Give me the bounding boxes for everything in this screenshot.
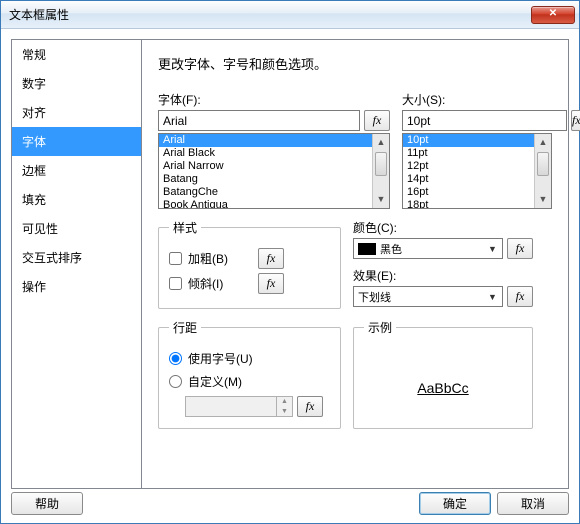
footer: 帮助 确定 取消 bbox=[11, 492, 569, 515]
spin-down-icon[interactable]: ▼ bbox=[277, 407, 292, 417]
style-legend: 样式 bbox=[169, 219, 201, 236]
size-listbox[interactable]: 10pt11pt12pt14pt16pt18pt ▲ ▼ bbox=[402, 133, 552, 209]
font-column: 字体(F): fx ArialArial BlackArial NarrowBa… bbox=[158, 91, 390, 209]
list-item[interactable]: Book Antiqua bbox=[159, 199, 389, 209]
cancel-button[interactable]: 取消 bbox=[497, 492, 569, 515]
scroll-down-icon[interactable]: ▼ bbox=[373, 191, 389, 208]
list-item[interactable]: BatangChe bbox=[159, 186, 389, 199]
color-swatch bbox=[358, 243, 376, 255]
list-item[interactable]: 12pt bbox=[403, 160, 551, 173]
scroll-up-icon[interactable]: ▲ bbox=[535, 134, 551, 151]
use-size-label: 使用字号(U) bbox=[188, 350, 253, 367]
italic-fx-button[interactable]: fx bbox=[258, 273, 284, 294]
dropdown-icon: ▼ bbox=[485, 292, 500, 302]
list-item[interactable]: 16pt bbox=[403, 186, 551, 199]
size-scrollbar[interactable]: ▲ ▼ bbox=[534, 134, 551, 208]
color-section: 颜色(C): 黑色 ▼ fx bbox=[353, 219, 533, 259]
content-pane: 更改字体、字号和颜色选项。 字体(F): fx ArialArial Black… bbox=[142, 40, 568, 488]
custom-spinner[interactable]: ▲ ▼ bbox=[185, 396, 293, 417]
sidebar-item[interactable]: 边框 bbox=[12, 156, 141, 185]
bold-checkbox[interactable] bbox=[169, 252, 182, 265]
effect-combobox[interactable]: 下划线 ▼ bbox=[353, 286, 503, 307]
list-item[interactable]: 14pt bbox=[403, 173, 551, 186]
sample-legend: 示例 bbox=[364, 319, 396, 336]
spacing-fx-button[interactable]: fx bbox=[297, 396, 323, 417]
size-label: 大小(S): bbox=[402, 91, 552, 108]
italic-checkbox[interactable] bbox=[169, 277, 182, 290]
list-item[interactable]: 18pt bbox=[403, 199, 551, 209]
font-size-row: 字体(F): fx ArialArial BlackArial NarrowBa… bbox=[158, 91, 552, 209]
use-size-radio[interactable] bbox=[169, 352, 182, 365]
scroll-down-icon[interactable]: ▼ bbox=[535, 191, 551, 208]
close-button[interactable]: ✕ bbox=[531, 6, 575, 24]
sidebar-item[interactable]: 操作 bbox=[12, 272, 141, 301]
bold-fx-button[interactable]: fx bbox=[258, 248, 284, 269]
size-column: 大小(S): fx 10pt11pt12pt14pt16pt18pt ▲ ▼ bbox=[402, 91, 552, 209]
titlebar[interactable]: 文本框属性 ✕ bbox=[1, 1, 579, 29]
sidebar-item[interactable]: 数字 bbox=[12, 69, 141, 98]
sidebar-item[interactable]: 字体 bbox=[12, 127, 141, 156]
sidebar-item[interactable]: 常规 bbox=[12, 40, 141, 69]
scroll-thumb[interactable] bbox=[375, 152, 387, 176]
sidebar-item[interactable]: 填充 bbox=[12, 185, 141, 214]
font-fx-button[interactable]: fx bbox=[364, 110, 390, 131]
scroll-thumb[interactable] bbox=[537, 152, 549, 176]
custom-radio[interactable] bbox=[169, 375, 182, 388]
list-item[interactable]: Arial Narrow bbox=[159, 160, 389, 173]
help-button[interactable]: 帮助 bbox=[11, 492, 83, 515]
font-listbox[interactable]: ArialArial BlackArial NarrowBatangBatang… bbox=[158, 133, 390, 209]
effect-value: 下划线 bbox=[358, 289, 485, 305]
dialog-window: 文本框属性 ✕ 常规数字对齐字体边框填充可见性交互式排序操作 更改字体、字号和颜… bbox=[0, 0, 580, 524]
page-heading: 更改字体、字号和颜色选项。 bbox=[158, 54, 552, 73]
size-input[interactable] bbox=[402, 110, 567, 131]
list-item[interactable]: 11pt bbox=[403, 147, 551, 160]
sample-text: AaBbCc bbox=[364, 380, 522, 396]
sidebar-item[interactable]: 交互式排序 bbox=[12, 243, 141, 272]
list-item[interactable]: Batang bbox=[159, 173, 389, 186]
sidebar-item[interactable]: 可见性 bbox=[12, 214, 141, 243]
dialog-body: 常规数字对齐字体边框填充可见性交互式排序操作 更改字体、字号和颜色选项。 字体(… bbox=[1, 29, 579, 523]
effect-section: 效果(E): 下划线 ▼ fx bbox=[353, 267, 533, 307]
size-fx-button[interactable]: fx bbox=[571, 110, 580, 131]
font-scrollbar[interactable]: ▲ ▼ bbox=[372, 134, 389, 208]
effect-fx-button[interactable]: fx bbox=[507, 286, 533, 307]
spin-up-icon[interactable]: ▲ bbox=[277, 397, 292, 407]
list-item[interactable]: Arial Black bbox=[159, 147, 389, 160]
custom-label: 自定义(M) bbox=[188, 373, 242, 390]
spinner-buttons[interactable]: ▲ ▼ bbox=[276, 397, 292, 416]
window-title: 文本框属性 bbox=[9, 6, 531, 23]
list-item[interactable]: Arial bbox=[159, 134, 389, 147]
main-panel: 常规数字对齐字体边框填充可见性交互式排序操作 更改字体、字号和颜色选项。 字体(… bbox=[11, 39, 569, 489]
ok-button[interactable]: 确定 bbox=[419, 492, 491, 515]
color-value: 黑色 bbox=[380, 241, 485, 257]
sidebar: 常规数字对齐字体边框填充可见性交互式排序操作 bbox=[12, 40, 142, 488]
color-label: 颜色(C): bbox=[353, 219, 533, 236]
spacing-legend: 行距 bbox=[169, 319, 201, 336]
color-combobox[interactable]: 黑色 ▼ bbox=[353, 238, 503, 259]
color-effect-column: 颜色(C): 黑色 ▼ fx 效果(E): bbox=[353, 219, 533, 309]
spacing-sample-row: 行距 使用字号(U) 自定义(M) ▲ bbox=[158, 319, 552, 429]
style-color-row: 样式 加粗(B) fx 倾斜(I) fx bbox=[158, 219, 552, 309]
sample-fieldset: 示例 AaBbCc bbox=[353, 319, 533, 429]
dropdown-icon: ▼ bbox=[485, 244, 500, 254]
list-item[interactable]: 10pt bbox=[403, 134, 551, 147]
font-input[interactable] bbox=[158, 110, 360, 131]
font-label: 字体(F): bbox=[158, 91, 390, 108]
color-fx-button[interactable]: fx bbox=[507, 238, 533, 259]
italic-label: 倾斜(I) bbox=[188, 275, 252, 292]
scroll-up-icon[interactable]: ▲ bbox=[373, 134, 389, 151]
sidebar-item[interactable]: 对齐 bbox=[12, 98, 141, 127]
effect-label: 效果(E): bbox=[353, 267, 533, 284]
style-fieldset: 样式 加粗(B) fx 倾斜(I) fx bbox=[158, 219, 341, 309]
spacing-fieldset: 行距 使用字号(U) 自定义(M) ▲ bbox=[158, 319, 341, 429]
bold-label: 加粗(B) bbox=[188, 250, 252, 267]
